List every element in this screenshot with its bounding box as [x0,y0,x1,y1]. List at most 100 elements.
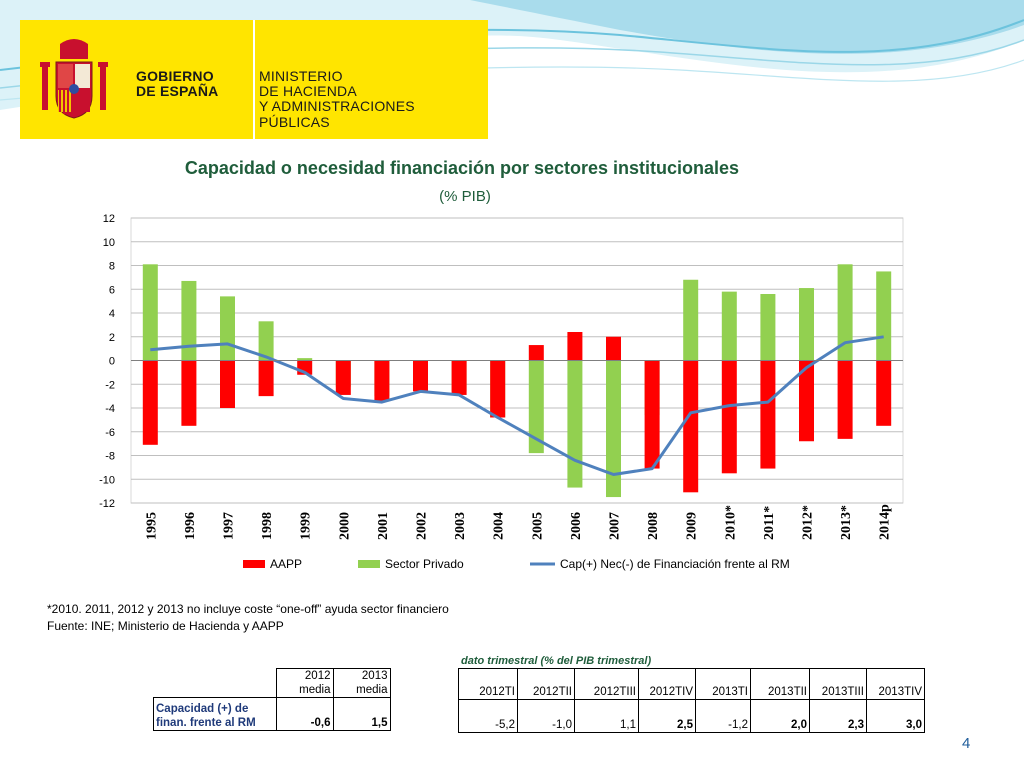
bar-aapp [413,360,428,392]
x-tick-label: 2006 [569,512,584,540]
y-tick-label: 10 [103,237,115,249]
x-tick-label: 2008 [646,512,661,540]
legend-label-line: Cap(+) Nec(-) de Financiación frente al … [560,557,790,571]
x-tick-label: 2014p [878,504,893,540]
logo-left-line-2: DE ESPAÑA [136,83,219,99]
x-tick-label: 2001 [376,512,391,540]
bar-sector-privado [876,271,892,361]
source-note: Fuente: INE; Ministerio de Hacienda y AA… [47,619,284,633]
x-tick-label: 1997 [222,512,237,540]
footnote: *2010. 2011, 2012 y 2013 no incluye cost… [47,602,449,616]
bar-sector-privado [258,321,274,361]
logo-right-line-2: DE HACIENDA [259,83,357,99]
bar-sector-privado [760,294,776,361]
x-tick-label: 2005 [530,512,545,540]
government-logo: GOBIERNO DE ESPAÑA MINISTERIO DE HACIEND… [20,20,488,139]
page-number: 4 [962,735,971,752]
quarterly-table: 2012TI 2012TII 2012TIII 2012TIV 2013TI 2013TI… [458,668,925,733]
legend-swatch-sector-privado [358,560,380,568]
quarter-value-cell: -1,2 [695,699,751,733]
table-corner [154,669,277,698]
bar-sector-privado [297,358,313,361]
bar-aapp [876,360,892,426]
axes: 12 10 8 6 4 2 0 -2 -4 -6 -8 -10 -12 1995 1996 1997 1998 1… [99,213,903,540]
bar-aapp [528,345,544,361]
x-tick-label: 2007 [608,512,623,540]
quarter-value-cell: 2,0 [750,699,810,733]
value-cell: 1,5 [332,697,391,731]
bar-sector-privado [220,296,235,361]
quarter-value-cell: 2,5 [638,699,696,733]
logo-left-line-1: GOBIERNO [136,68,214,84]
y-tick-label: 8 [109,261,115,273]
bar-sector-privado [799,288,814,361]
quarter-value-cell: 1,1 [574,699,639,733]
x-tick-label: 1998 [260,512,275,540]
bar-sector-privado [142,264,158,361]
y-tick-label: -2 [105,379,115,391]
y-tick-label: -6 [105,427,115,439]
y-tick-label: -4 [105,403,115,415]
row-label: Capacidad (+) de finan. frente al RM [153,697,277,731]
quarter-header-cell: 2012TIII [574,668,639,700]
quarter-header-cell: 2012TI [458,668,518,700]
legend-swatch-aapp [243,560,265,568]
x-tick-label: 1999 [299,512,314,540]
bar-aapp [490,360,506,418]
bar-aapp [181,360,197,426]
bar-aapp [837,360,853,439]
chart-title: Capacidad o necesidad financiación por s… [184,158,740,178]
quarter-header-cell: 2013TIV [866,668,925,700]
bar-aapp [335,360,351,395]
table-row: Capacidad (+) de finan. frente al RM -0,6… [153,697,391,731]
header-cell: 2012 media [275,668,334,698]
coat-of-arms-icon [40,39,108,119]
legend-label-aapp: AAPP [270,557,302,571]
bar-aapp [374,360,390,401]
quarter-header-cell: 2013TII [750,668,810,700]
bar-sector-privado [837,264,853,361]
x-tick-label: 2000 [337,512,352,540]
y-tick-label: 4 [109,308,115,320]
quarter-header-cell: 2012TIV [638,668,696,700]
y-tick-label: 12 [103,213,115,225]
y-tick-label: 6 [109,284,115,296]
bar-aapp [799,360,814,442]
x-tick-label: 2003 [453,512,468,540]
bars [142,264,892,498]
logo-right-line-1: MINISTERIO [259,68,343,84]
y-tick-label: -10 [99,474,115,486]
x-tick-label: 2011* [762,506,777,540]
bar-sector-privado [606,360,621,498]
x-tick-label: 1995 [144,512,159,540]
x-tick-label: 2002 [415,512,430,540]
logo-divider [253,20,255,139]
table-header-row: 2012TI 2012TII 2012TIII 2012TIV 2013TI 2013TI… [458,668,925,700]
bar-aapp [220,360,235,408]
quarter-value-cell: 2,3 [809,699,867,733]
table-row: -5,2 -1,0 1,1 2,5 -1,2 2,0 2,3 3,0 [458,699,925,733]
bar-aapp [683,360,699,493]
bar-aapp [760,360,776,469]
quarter-value-cell: -5,2 [458,699,518,733]
table-header-row: 2012 media 2013 media [154,668,391,698]
x-tick-label: 2009 [685,512,700,540]
bar-aapp [258,360,274,397]
quarter-header-cell: 2013TIII [809,668,867,700]
bar-sector-privado [683,279,699,361]
bar-aapp [606,336,621,361]
x-tick-label: 2004 [492,512,507,540]
annual-table: 2012 media 2013 media Capacidad (+) de fina… [153,668,391,731]
y-tick-label: -8 [105,451,115,463]
x-tick-label: 2010* [723,505,738,540]
y-tick-label: 0 [109,356,115,368]
y-tick-label: 2 [109,332,115,344]
quarter-header-cell: 2013TI [695,668,751,700]
bar-aapp [721,360,737,474]
chart-subtitle: (% PIB) [439,188,491,205]
logo-right-line-3: Y ADMINISTRACIONES PÚBLICAS [259,98,415,130]
x-tick-label: 2013* [839,505,854,540]
x-tick-label: 2012* [801,505,816,540]
bar-aapp [644,360,660,469]
